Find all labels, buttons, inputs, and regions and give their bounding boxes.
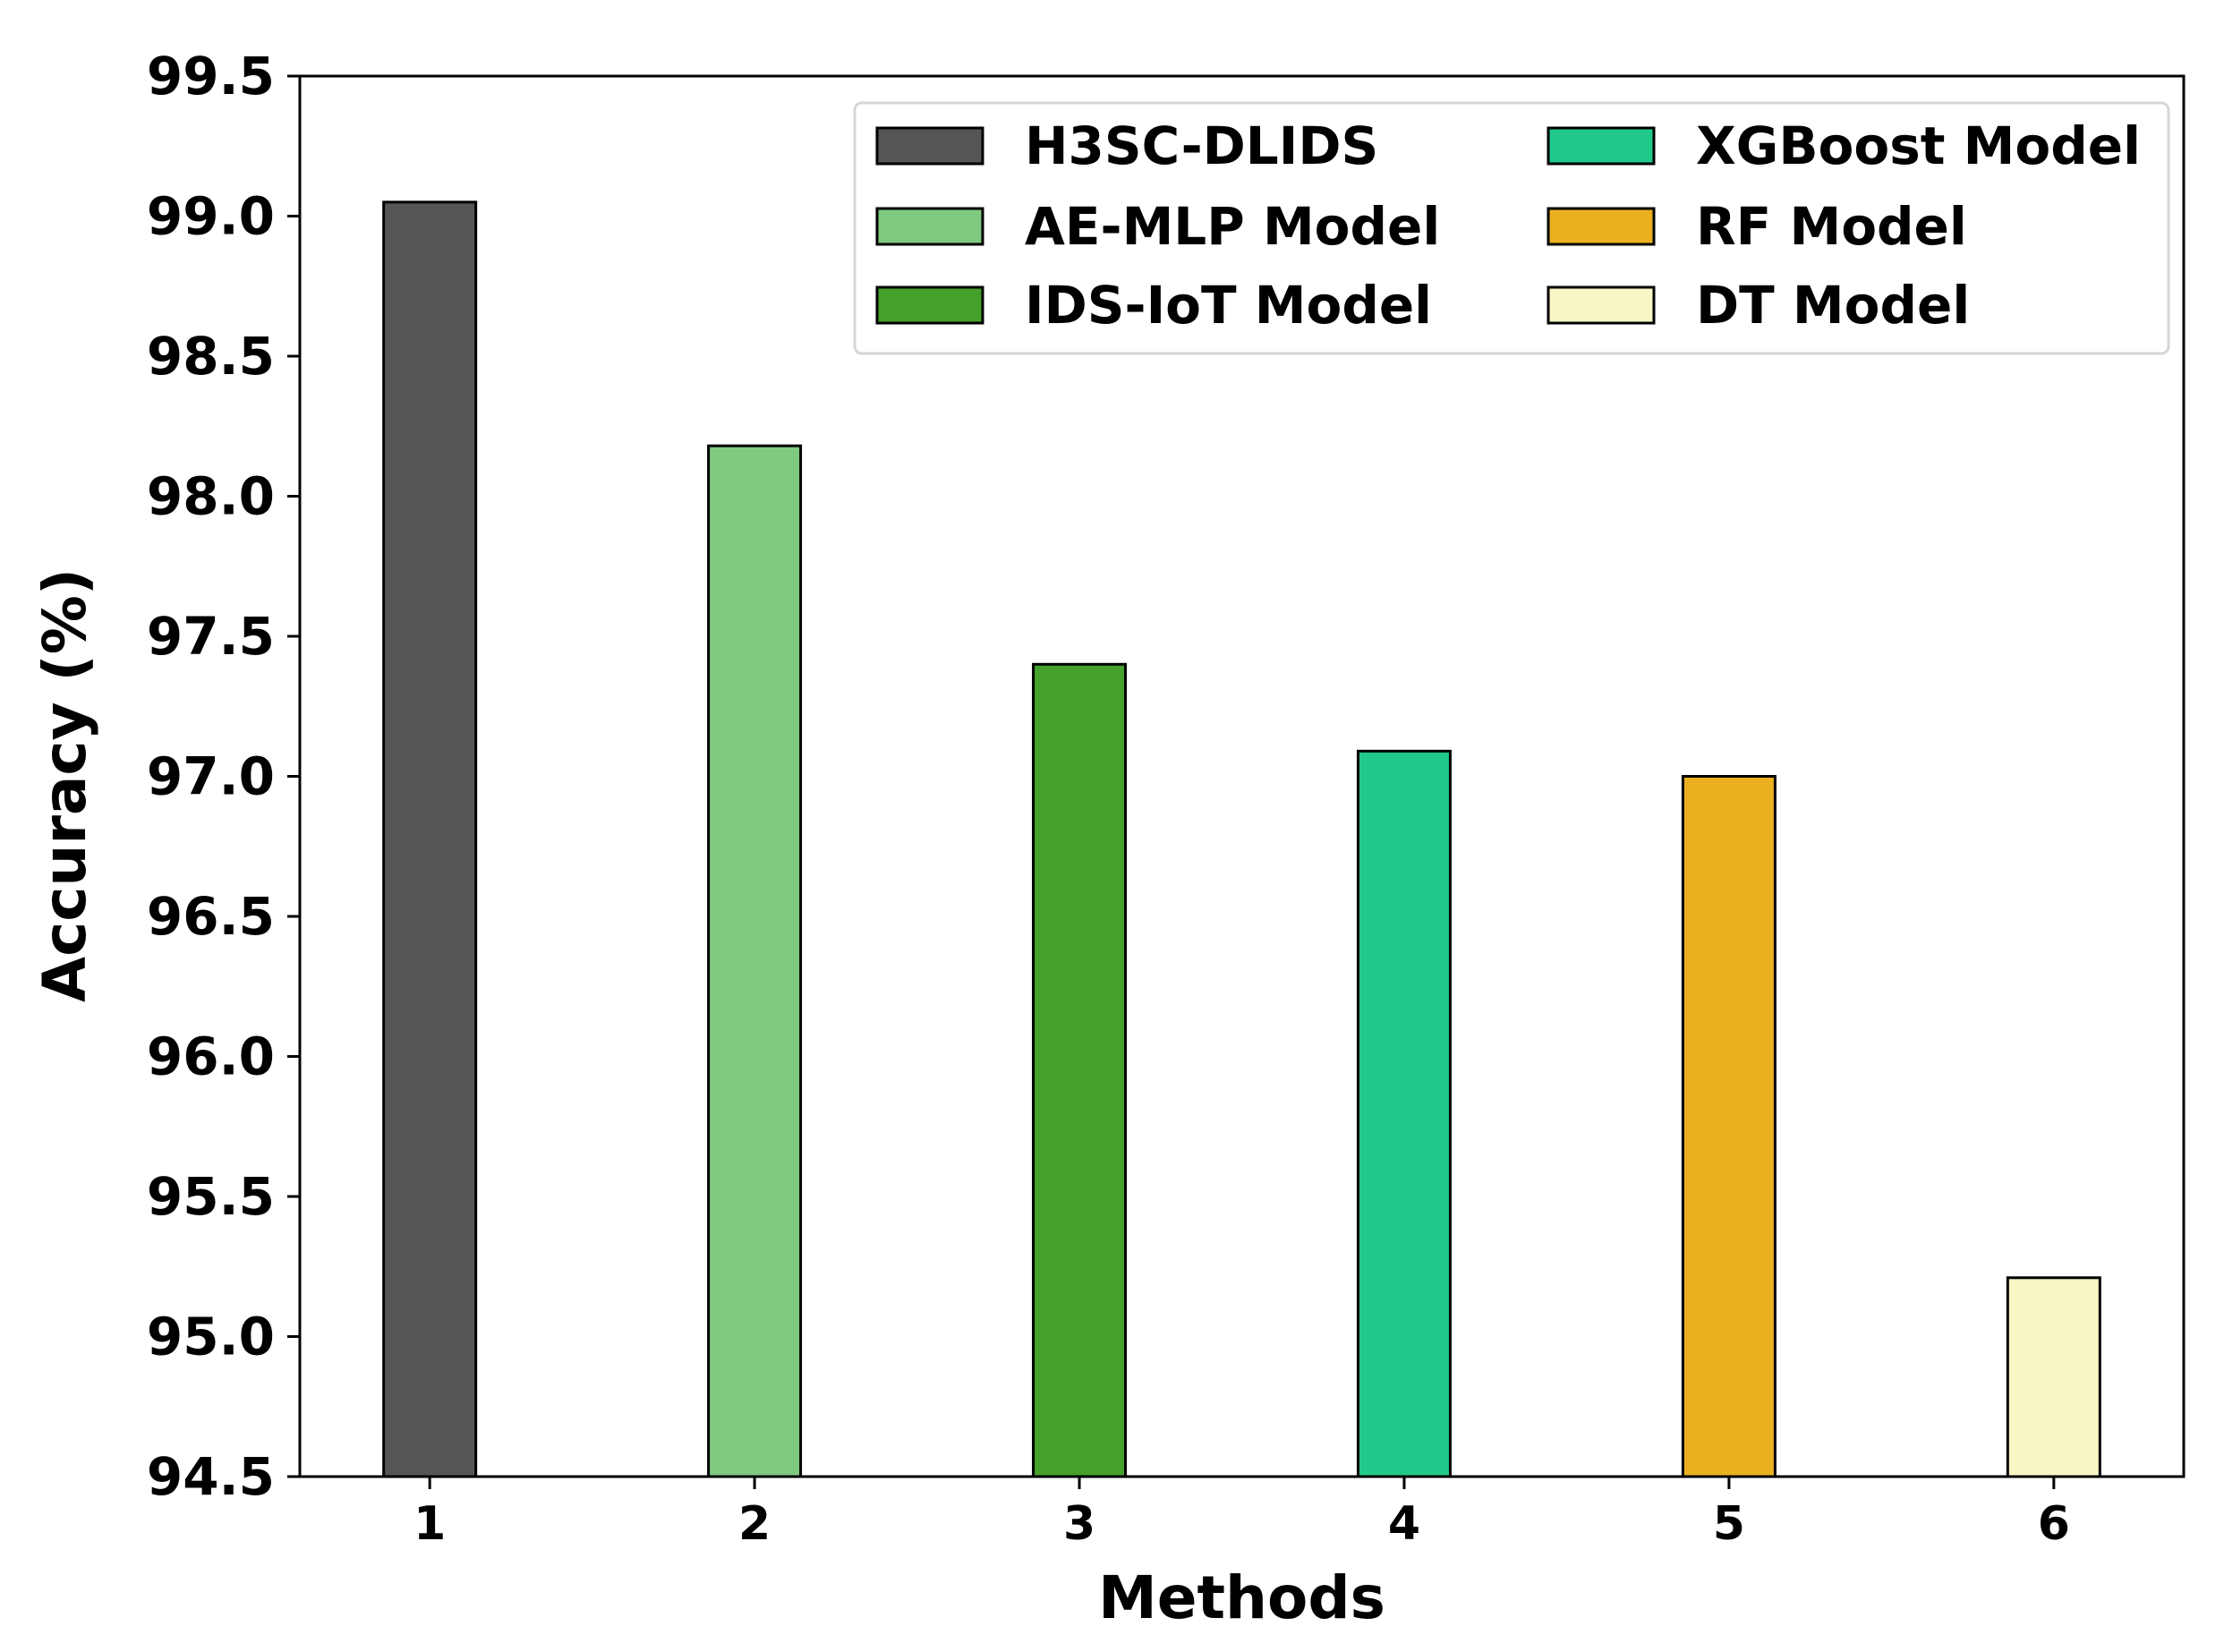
x-axis: 1 2 3 4 5 6 [413, 1477, 2070, 1551]
legend-swatch [1547, 126, 1656, 166]
x-tick-label: 1 [413, 1497, 446, 1551]
legend-label: DT Model [1696, 275, 1970, 336]
legend-swatch [875, 207, 984, 246]
bar-6 [2006, 1276, 2101, 1478]
bars-group [382, 200, 2101, 1478]
y-tick-label: 98.0 [147, 466, 275, 527]
legend-swatch [1547, 207, 1656, 246]
legend: H3SC-DLIDS AE-MLP Model IDS-IoT Model XGBoo… [853, 101, 2170, 355]
x-tick-label: 4 [1388, 1497, 1420, 1551]
legend-label: H3SC-DLIDS [1025, 115, 1378, 176]
legend-frame [853, 101, 2170, 355]
x-tick-label: 3 [1063, 1497, 1095, 1551]
legend-label: IDS-IoT Model [1025, 275, 1432, 336]
bar-5 [1681, 775, 1777, 1478]
y-tick-label: 96.5 [147, 886, 275, 947]
bar-4 [1356, 749, 1452, 1478]
x-axis-title: Methods [1098, 1563, 1385, 1632]
legend-swatch [875, 126, 984, 166]
y-tick-label: 98.5 [147, 326, 275, 387]
bar-2 [707, 444, 803, 1478]
y-axis-title: Accuracy (%) [30, 568, 99, 1002]
y-axis: 94.5 95.0 95.5 96.0 96.5 97.0 97.5 98.0 98.5 99.0… [147, 46, 300, 1507]
x-tick-label: 5 [1713, 1497, 1745, 1551]
legend-swatch [1547, 285, 1656, 325]
y-tick-label: 97.0 [147, 746, 275, 807]
y-tick-label: 95.5 [147, 1166, 275, 1227]
y-tick-label: 97.5 [147, 606, 275, 667]
y-tick-label: 99.5 [147, 46, 275, 106]
legend-label: XGBoost Model [1696, 115, 2141, 176]
y-tick-label: 95.0 [147, 1307, 275, 1367]
x-tick-label: 6 [2038, 1497, 2070, 1551]
bar-1 [382, 200, 478, 1478]
y-tick-label: 96.0 [147, 1026, 275, 1087]
legend-label: AE-MLP Model [1025, 196, 1440, 257]
legend-label: RF Model [1696, 196, 1967, 257]
bar-3 [1032, 662, 1128, 1478]
y-tick-label: 99.0 [147, 186, 275, 247]
legend-swatch [875, 285, 984, 325]
x-tick-label: 2 [738, 1497, 771, 1551]
y-tick-label: 94.5 [147, 1446, 275, 1507]
